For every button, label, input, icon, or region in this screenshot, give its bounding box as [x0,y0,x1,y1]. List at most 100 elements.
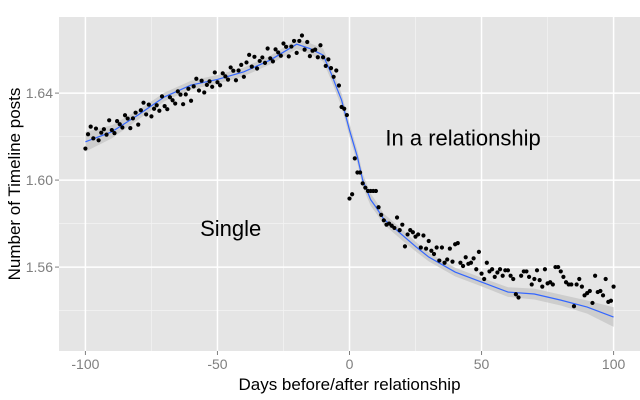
x-tick-label: 0 [346,356,354,372]
data-point [297,38,302,44]
data-point [328,66,334,71]
data-point [471,256,476,261]
data-point [334,68,339,73]
data-point [326,57,331,62]
data-point [159,94,165,99]
data-point [122,113,128,118]
data-point [236,68,241,73]
data-point [516,295,521,300]
data-point [571,304,577,309]
data-point [270,59,276,64]
data-point [587,288,592,294]
data-point [561,274,566,279]
data-point [207,79,212,84]
data-point [537,278,542,283]
data-point [603,276,608,282]
data-point [479,271,484,276]
data-point [239,62,244,67]
data-point [526,274,532,279]
data-point [151,106,157,111]
data-point [104,132,109,137]
data-point [117,122,122,127]
data-point [265,46,270,51]
data-point [305,39,310,45]
data-point [83,146,88,151]
data-point [85,132,91,137]
data-point [254,66,260,71]
data-point [318,43,323,48]
data-point [294,50,299,55]
data-point [183,92,188,97]
data-point [519,273,524,278]
data-point [579,284,585,289]
data-point [429,248,434,253]
data-point [600,293,606,298]
data-point [569,282,574,287]
data-point [194,76,199,81]
data-point [165,107,170,112]
y-tick-label: 1.56 [26,259,53,275]
data-point [574,282,579,287]
data-point [162,104,167,109]
data-point [286,54,291,59]
data-point [344,112,349,118]
data-point [220,71,225,76]
data-point [157,108,162,113]
data-point [511,276,516,282]
data-point [593,273,598,278]
data-point [202,90,207,95]
data-point [196,88,202,93]
major-gridlines [59,17,640,351]
data-point [434,245,439,250]
data-point [181,102,186,107]
data-point [167,95,173,100]
x-tick-label: -100 [71,356,99,372]
data-point [323,63,328,69]
data-point [315,55,320,60]
data-point [421,233,426,238]
data-point [154,103,159,108]
data-point [529,282,534,287]
smooth-line [85,43,614,318]
data-point [276,50,281,55]
x-tick-label: -50 [207,356,227,372]
data-point [492,274,497,279]
data-point [93,126,99,131]
data-point [508,273,513,278]
data-point [215,80,220,85]
data-point [495,270,500,275]
data-point [450,259,455,264]
x-axis-title: Days before/after relationship [238,375,460,394]
data-point [88,124,93,129]
data-point [442,260,447,265]
data-point [141,100,146,105]
data-point [331,74,336,79]
data-point [249,64,254,69]
data-point [109,127,114,133]
data-point [273,47,278,52]
data-point [455,241,460,246]
y-tick-label: 1.60 [26,172,53,188]
data-point [125,116,130,121]
data-point [144,112,149,117]
y-axis-title: Number of Timeline posts [5,88,24,281]
data-point [115,119,120,124]
data-point [445,257,450,262]
data-point [590,300,595,306]
data-point [336,83,342,88]
data-point [247,52,252,57]
data-point [458,260,463,265]
data-point [225,77,231,82]
data-point [186,86,191,91]
data-point [402,244,408,249]
data-point [405,232,410,237]
data-point [223,74,228,79]
data-point [128,126,133,131]
data-point [482,276,487,282]
data-point [173,101,178,106]
data-point [558,269,563,274]
data-point [149,114,154,119]
data-point [397,227,402,233]
data-point [476,249,482,254]
